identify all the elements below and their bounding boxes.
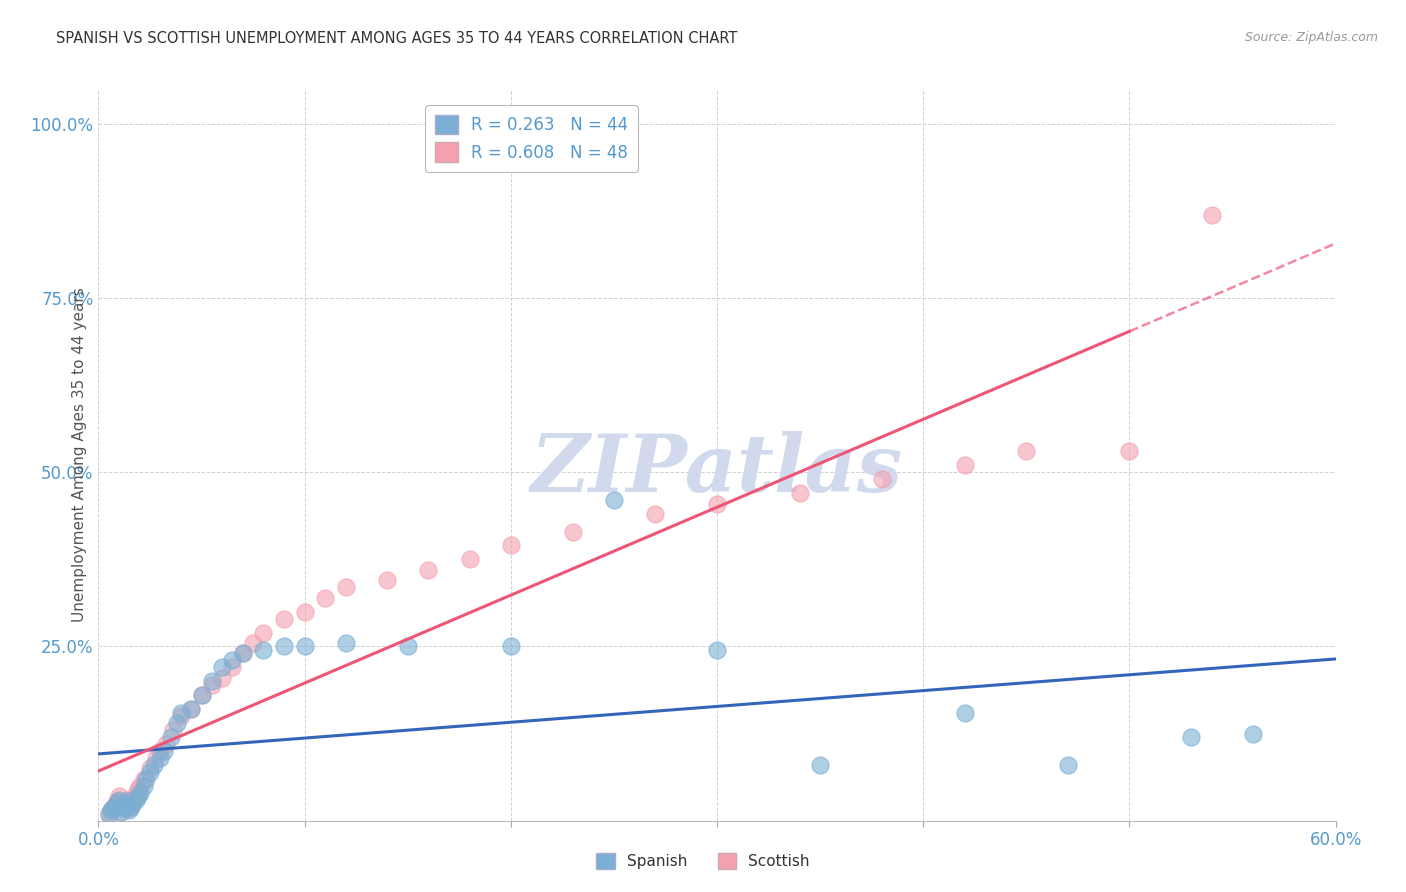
Point: [139, 761, 162, 775]
Point: [1056, 758, 1078, 772]
Legend: Spanish, Scottish: Spanish, Scottish: [591, 847, 815, 875]
Point: [190, 688, 212, 702]
Point: [808, 758, 831, 772]
Text: Source: ZipAtlas.com: Source: ZipAtlas.com: [1244, 31, 1378, 45]
Point: [953, 706, 976, 720]
Point: [108, 793, 131, 807]
Point: [155, 737, 177, 751]
Point: [104, 798, 127, 813]
Point: [561, 524, 583, 539]
Point: [101, 801, 124, 815]
Point: [252, 643, 274, 657]
Point: [105, 796, 128, 810]
Point: [149, 744, 172, 758]
Point: [159, 730, 181, 744]
Point: [100, 803, 122, 817]
Point: [114, 798, 136, 813]
Point: [870, 472, 893, 486]
Point: [149, 751, 172, 765]
Point: [953, 458, 976, 473]
Point: [145, 751, 167, 765]
Point: [170, 706, 193, 720]
Point: [221, 660, 243, 674]
Point: [335, 636, 357, 650]
Point: [104, 799, 127, 814]
Point: [120, 796, 142, 810]
Point: [1015, 444, 1038, 458]
Point: [232, 647, 254, 661]
Point: [117, 793, 139, 807]
Point: [232, 647, 254, 661]
Point: [273, 612, 295, 626]
Text: SPANISH VS SCOTTISH UNEMPLOYMENT AMONG AGES 35 TO 44 YEARS CORRELATION CHART: SPANISH VS SCOTTISH UNEMPLOYMENT AMONG A…: [56, 31, 738, 46]
Point: [789, 486, 811, 500]
Point: [127, 789, 149, 804]
Point: [97, 806, 120, 821]
Point: [211, 671, 233, 685]
Point: [110, 805, 132, 820]
Point: [335, 580, 357, 594]
Point: [314, 591, 336, 605]
Point: [1201, 208, 1223, 222]
Point: [221, 653, 243, 667]
Point: [1118, 444, 1140, 458]
Y-axis label: Unemployment Among Ages 35 to 44 years: Unemployment Among Ages 35 to 44 years: [72, 287, 87, 623]
Point: [162, 723, 184, 737]
Point: [117, 794, 139, 808]
Point: [132, 779, 155, 793]
Point: [139, 764, 162, 779]
Point: [1180, 730, 1202, 744]
Point: [170, 709, 193, 723]
Point: [118, 801, 141, 815]
Point: [644, 507, 666, 521]
Point: [603, 493, 626, 508]
Point: [190, 688, 212, 702]
Point: [112, 799, 135, 814]
Point: [124, 793, 146, 807]
Point: [499, 640, 522, 654]
Point: [201, 674, 224, 689]
Point: [499, 539, 522, 553]
Point: [1241, 726, 1264, 740]
Point: [242, 636, 264, 650]
Point: [166, 716, 188, 731]
Point: [180, 702, 202, 716]
Point: [294, 605, 316, 619]
Point: [396, 640, 419, 654]
Point: [118, 803, 141, 817]
Point: [100, 803, 122, 817]
Point: [110, 805, 132, 820]
Point: [108, 789, 131, 804]
Point: [127, 782, 149, 797]
Point: [153, 744, 176, 758]
Point: [252, 625, 274, 640]
Text: ZIPatlas: ZIPatlas: [531, 431, 903, 508]
Point: [143, 758, 166, 772]
Point: [180, 702, 202, 716]
Point: [132, 772, 155, 786]
Point: [706, 497, 728, 511]
Point: [114, 796, 136, 810]
Point: [135, 772, 157, 786]
Point: [112, 801, 135, 815]
Point: [294, 640, 316, 654]
Point: [128, 779, 150, 793]
Point: [201, 678, 224, 692]
Point: [105, 794, 128, 808]
Point: [375, 574, 398, 588]
Legend: R = 0.263   N = 44, R = 0.608   N = 48: R = 0.263 N = 44, R = 0.608 N = 48: [425, 105, 638, 171]
Point: [124, 787, 146, 801]
Point: [97, 806, 120, 821]
Point: [122, 796, 145, 810]
Point: [418, 563, 440, 577]
Point: [128, 786, 150, 800]
Point: [101, 801, 124, 815]
Point: [211, 660, 233, 674]
Point: [706, 643, 728, 657]
Point: [122, 793, 145, 807]
Point: [120, 799, 142, 814]
Point: [273, 640, 295, 654]
Point: [458, 552, 481, 566]
